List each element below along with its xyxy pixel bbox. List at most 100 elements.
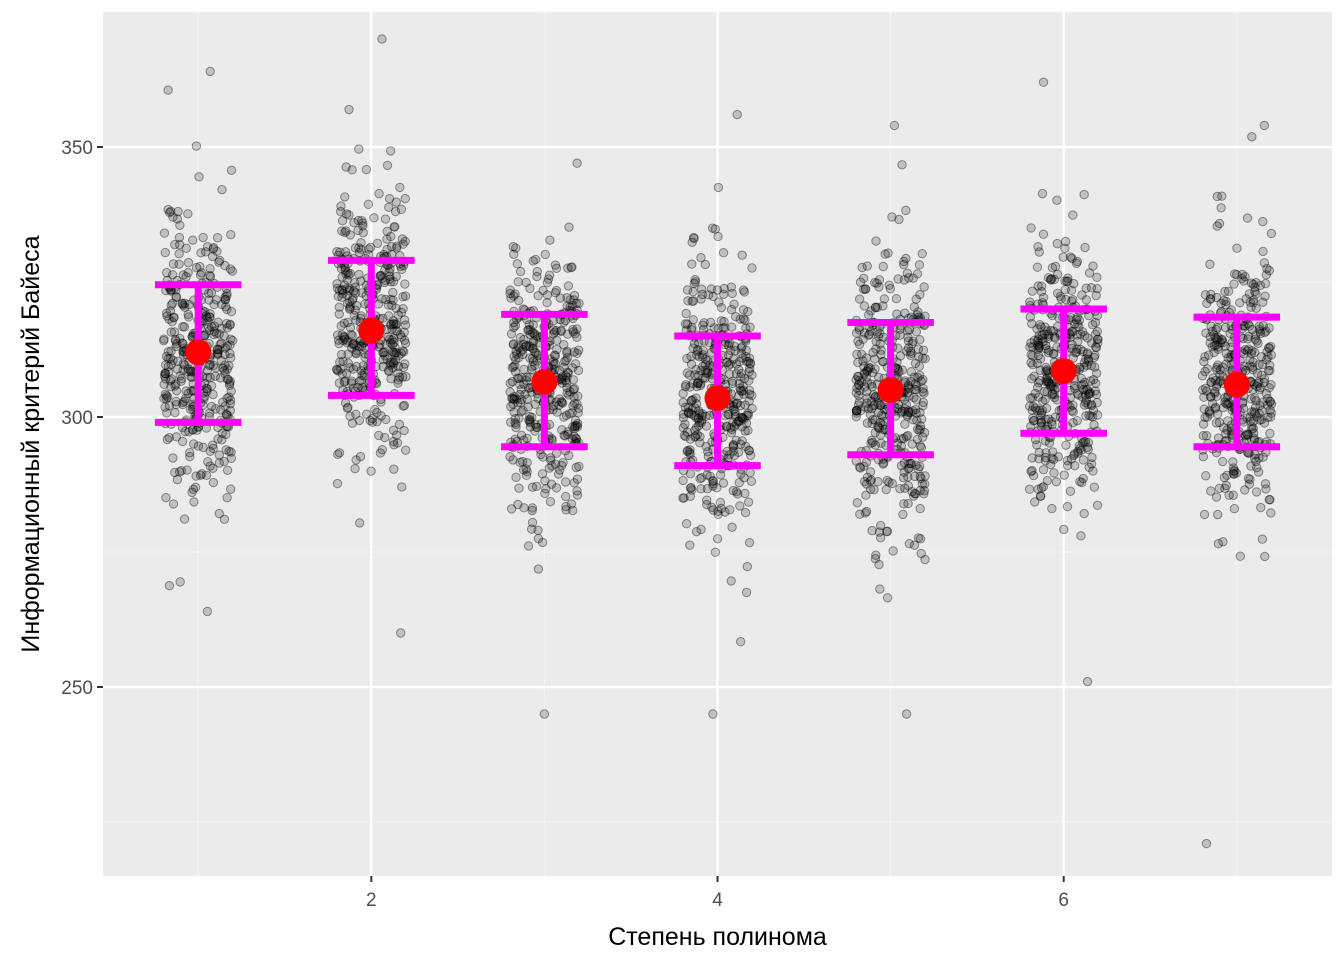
data-point — [1218, 337, 1228, 348]
data-point — [333, 449, 343, 459]
data-point — [392, 438, 403, 448]
data-point — [550, 260, 561, 270]
data-point — [509, 407, 519, 417]
data-point — [562, 293, 572, 303]
data-point — [160, 374, 171, 384]
data-point — [736, 368, 747, 379]
data-point — [387, 357, 397, 367]
data-point — [1253, 467, 1264, 477]
data-point — [211, 295, 222, 305]
data-point — [351, 349, 362, 359]
data-point — [1066, 454, 1077, 464]
data-point — [225, 334, 236, 344]
data-point — [389, 464, 399, 474]
data-point — [865, 409, 876, 420]
data-point — [508, 455, 518, 465]
data-point — [380, 265, 390, 275]
data-point — [522, 394, 533, 404]
data-point — [1078, 455, 1089, 465]
data-point — [388, 295, 398, 305]
data-point — [512, 373, 523, 383]
data-point — [344, 270, 354, 280]
data-point — [174, 232, 185, 243]
data-point — [186, 372, 196, 382]
data-point — [690, 274, 700, 285]
data-point — [867, 418, 877, 429]
data-point — [219, 331, 229, 342]
data-point — [397, 234, 408, 244]
data-point — [572, 474, 583, 484]
data-point — [876, 438, 886, 448]
data-point — [219, 365, 230, 375]
data-point — [176, 373, 187, 384]
data-point — [530, 426, 540, 436]
data-point — [509, 351, 519, 362]
data-point — [357, 288, 367, 298]
data-point — [183, 209, 193, 219]
data-point — [205, 309, 215, 319]
data-point — [895, 484, 905, 494]
data-point — [1067, 253, 1077, 264]
data-point — [569, 347, 579, 357]
data-point — [204, 322, 214, 333]
data-point — [860, 382, 870, 392]
data-point — [351, 361, 362, 372]
data-point — [161, 492, 171, 503]
data-point — [170, 239, 180, 250]
data-point — [525, 353, 535, 363]
data-point — [197, 469, 207, 479]
data-point — [740, 507, 751, 518]
data-point — [1245, 297, 1255, 307]
data-point — [1046, 275, 1056, 285]
data-point — [201, 383, 212, 393]
data-point — [162, 434, 173, 445]
data-point — [542, 277, 553, 288]
data-point — [550, 459, 561, 469]
data-point — [915, 424, 926, 434]
data-point — [908, 406, 918, 416]
data-point — [386, 374, 396, 384]
data-point — [1080, 330, 1090, 341]
data-point — [178, 359, 189, 369]
data-point — [387, 339, 398, 350]
data-point — [170, 379, 181, 389]
data-point — [703, 447, 713, 457]
data-point — [222, 465, 233, 475]
data-point — [332, 283, 343, 294]
data-point — [384, 366, 394, 377]
data-point — [1079, 189, 1089, 200]
data-point — [1258, 216, 1268, 227]
data-point — [682, 285, 693, 295]
data-point — [400, 193, 410, 204]
data-point — [381, 339, 391, 349]
data-point — [522, 457, 532, 468]
data-point — [908, 414, 918, 425]
data-point — [160, 368, 170, 379]
data-point — [206, 321, 217, 332]
data-point — [904, 383, 914, 394]
data-point — [533, 564, 544, 574]
data-point — [196, 268, 207, 278]
data-point — [743, 306, 753, 317]
data-point — [174, 467, 185, 477]
data-point — [398, 401, 408, 411]
data-point — [391, 271, 401, 282]
data-point — [185, 451, 195, 462]
data-point — [349, 286, 359, 296]
data-point — [852, 498, 862, 508]
data-point — [171, 432, 182, 442]
data-point — [393, 375, 403, 385]
data-point — [708, 291, 718, 302]
data-point — [339, 318, 349, 328]
data-point — [165, 306, 176, 316]
data-point — [1246, 461, 1256, 471]
data-point — [1052, 238, 1062, 249]
data-point — [160, 402, 170, 412]
data-point — [341, 269, 351, 279]
data-point — [741, 587, 752, 598]
data-point — [221, 429, 231, 440]
data-point — [375, 270, 386, 281]
data-point — [180, 393, 191, 404]
data-point — [530, 399, 540, 409]
data-point — [556, 373, 567, 384]
